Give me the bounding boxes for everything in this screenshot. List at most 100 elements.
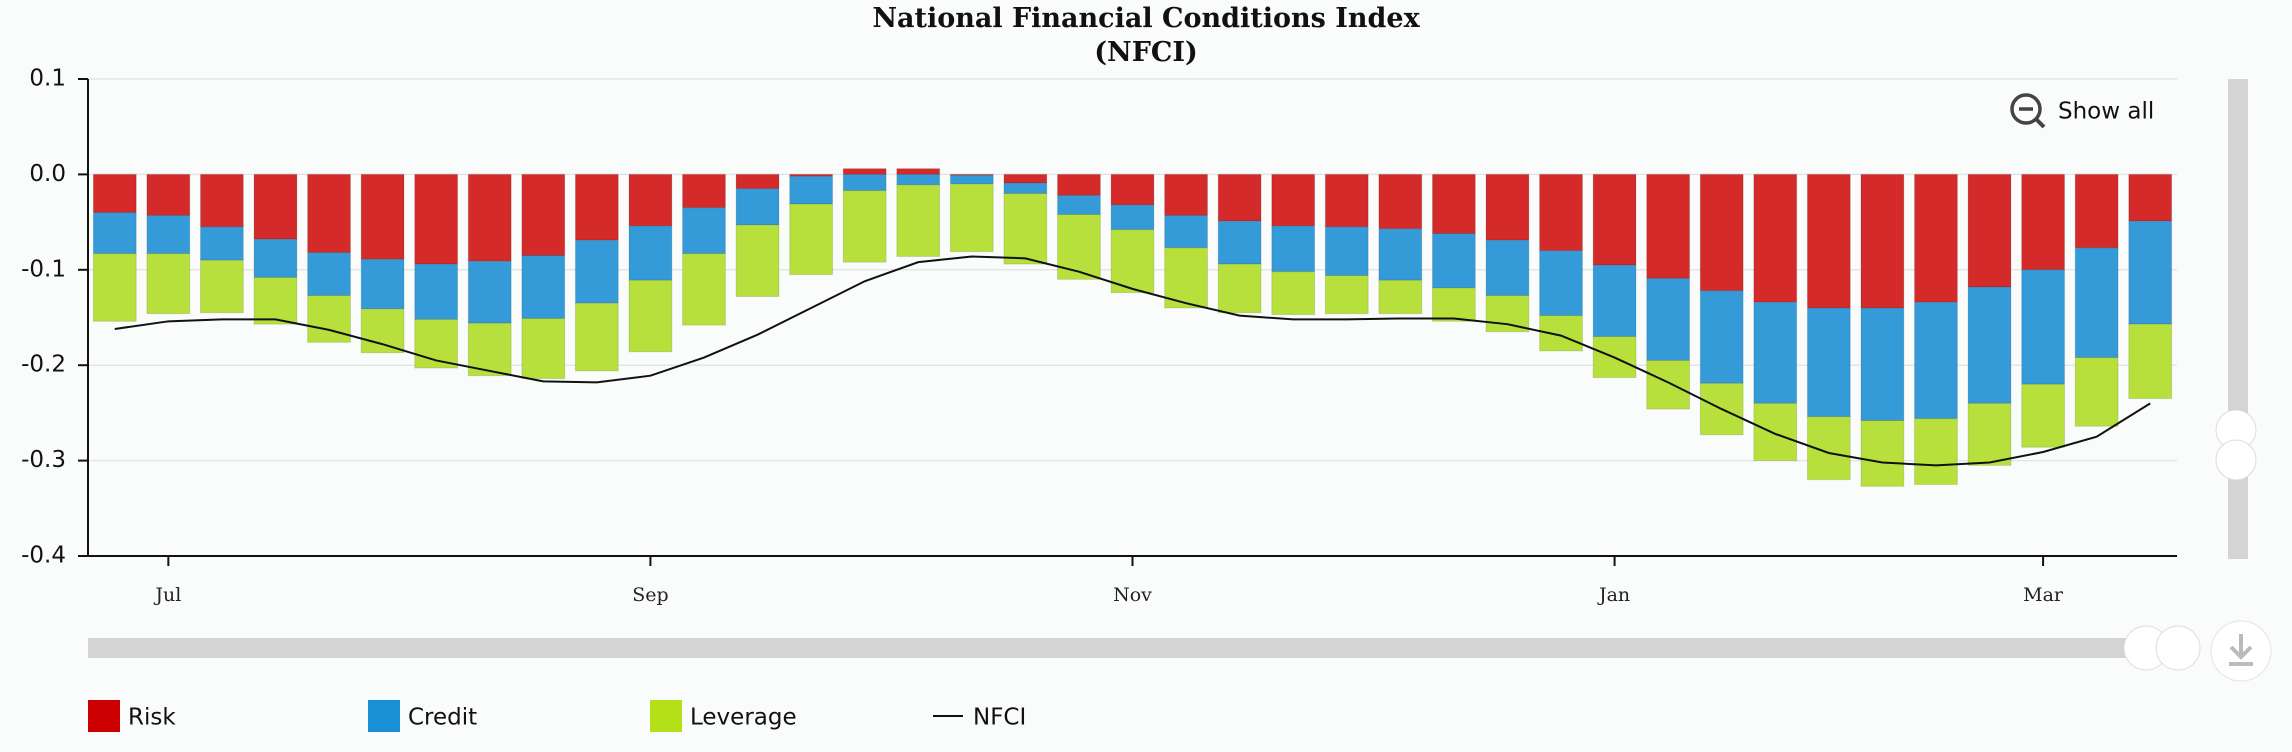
bar-segment	[1485, 173, 1530, 241]
bar-segment	[92, 253, 137, 322]
x-tick-label: Nov	[1113, 584, 1152, 606]
scroll-handle[interactable]	[2155, 625, 2201, 671]
bar-segment	[1003, 182, 1048, 194]
bar-segment	[1217, 173, 1262, 222]
bar-segment	[1967, 286, 2012, 404]
line-series	[114, 255, 2151, 467]
bar-segment	[1324, 275, 1369, 315]
y-tick-label: -0.3	[21, 447, 66, 473]
bar-segment	[1860, 420, 1905, 487]
legend-swatch	[88, 700, 120, 732]
bar-segment	[1110, 229, 1155, 294]
legend-label: NFCI	[973, 705, 1026, 731]
bar-segment	[1860, 307, 1905, 422]
legend-label: Risk	[128, 705, 176, 731]
bar-segment	[467, 322, 512, 377]
y-tick-label: -0.1	[21, 256, 66, 282]
bar-segment	[1485, 295, 1530, 333]
bar-segment	[1806, 173, 1851, 309]
bar-segment	[1967, 173, 2012, 288]
bar-segment	[574, 239, 619, 304]
bar-segment	[789, 175, 834, 205]
bar-segment	[1431, 173, 1476, 235]
bar-segment	[199, 259, 244, 314]
bar-segment	[1217, 263, 1262, 314]
bar-segment	[949, 183, 994, 253]
bar-segment	[1753, 173, 1798, 303]
bar-segment	[1110, 204, 1155, 231]
bar-segment	[1057, 213, 1101, 280]
bar-segment	[307, 295, 351, 343]
bar-segment	[896, 184, 941, 257]
x-tick-label: Sep	[632, 584, 668, 606]
bar-segment	[949, 174, 994, 185]
bar-segment	[1699, 290, 1744, 384]
bar-segment	[1539, 173, 1583, 252]
vertical-scrollbar[interactable]	[2228, 79, 2248, 559]
zoom-icon	[2034, 117, 2046, 129]
bar-segment	[253, 173, 298, 240]
y-tick-label: 0.1	[29, 66, 66, 92]
bar-segment	[2128, 220, 2173, 325]
bar-segment	[1592, 264, 1637, 338]
show-all-button[interactable]: Show all	[2010, 93, 2154, 129]
bar-segment	[307, 252, 351, 297]
bar-segment	[1646, 173, 1691, 279]
bar-segment	[1914, 173, 1958, 303]
bar-segment	[521, 254, 566, 319]
bar-segment	[521, 317, 566, 380]
show-all-label[interactable]: Show all	[2058, 99, 2154, 125]
bar-segment	[1646, 277, 1691, 361]
bar-segment	[1164, 173, 1208, 216]
x-tick-label: Jan	[1597, 584, 1630, 606]
bar-segment	[842, 190, 887, 263]
bar-segment	[735, 224, 780, 298]
bar-segment	[1806, 307, 1851, 418]
y-tick-label: -0.4	[21, 543, 66, 569]
bar-segment	[1003, 192, 1048, 265]
bar-segment	[2021, 173, 2066, 271]
bar-segment	[1539, 315, 1583, 352]
bar-segment	[896, 168, 941, 175]
bar-segment	[2074, 247, 2119, 359]
bar-segment	[146, 173, 191, 216]
bar-segment	[1860, 173, 1905, 309]
legend-item[interactable]: Risk	[88, 700, 176, 732]
bar-segment	[199, 226, 244, 261]
legend-label: Leverage	[690, 705, 797, 731]
bar-segment	[146, 253, 191, 315]
x-tick-label: Jul	[153, 584, 181, 606]
bar-segment	[1914, 418, 1958, 485]
bar-segment	[1539, 250, 1583, 317]
legend-item[interactable]: Credit	[368, 700, 477, 732]
bar-segment	[682, 207, 726, 255]
bar-segment	[789, 203, 834, 276]
legend-swatch	[650, 700, 682, 732]
horizontal-scrollbar[interactable]	[88, 638, 2128, 658]
bar-segment	[2021, 269, 2066, 385]
bar-segment	[628, 173, 673, 227]
bar-segment	[521, 173, 566, 256]
bar-segment	[307, 173, 351, 254]
legend-label: Credit	[408, 705, 477, 731]
bar-segment	[1324, 226, 1369, 277]
x-tick-label: Mar	[2023, 584, 2064, 606]
legend-item[interactable]: Leverage	[650, 700, 797, 732]
bar-segment	[414, 263, 459, 320]
scroll-handle[interactable]	[2215, 439, 2257, 481]
bar-segment	[2074, 173, 2119, 249]
bar-segment	[1271, 271, 1316, 316]
bar-segment	[253, 238, 298, 278]
bar-segment	[574, 173, 619, 241]
legend-item[interactable]: NFCI	[933, 705, 1026, 731]
bar-segment	[2074, 357, 2119, 427]
bar-segment	[253, 276, 298, 325]
download-icon	[2229, 634, 2253, 666]
bar-segment	[1699, 382, 1744, 436]
bar-segment	[1271, 173, 1316, 227]
bar-segment	[1592, 173, 1637, 266]
bar-segment	[2128, 173, 2173, 222]
bar-segment	[467, 260, 512, 324]
